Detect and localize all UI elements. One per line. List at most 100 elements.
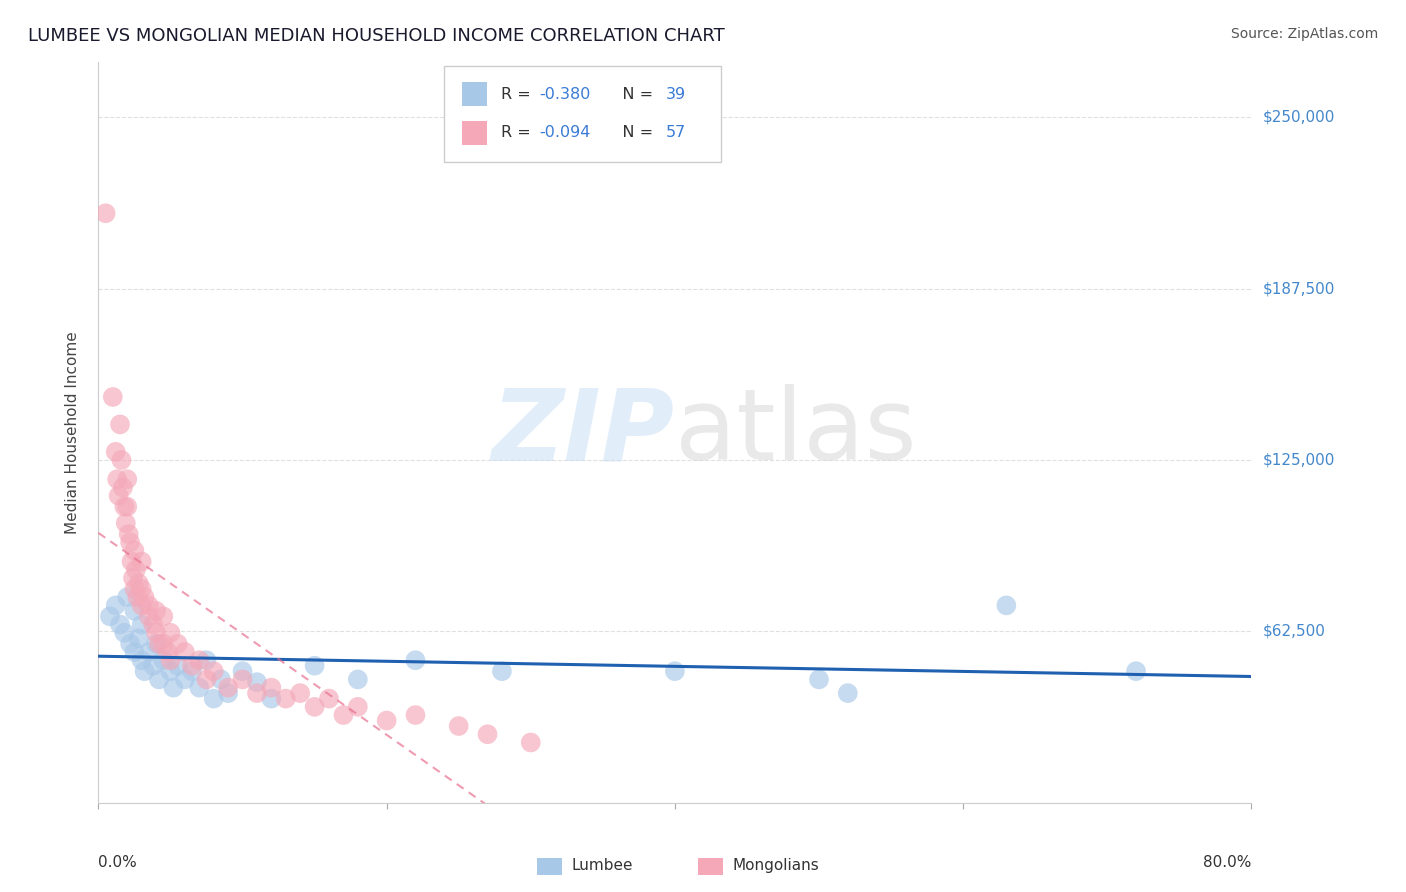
Point — [202, 664, 225, 678]
Point — [142, 617, 165, 632]
Point — [131, 617, 153, 632]
Point — [477, 727, 499, 741]
Point — [111, 480, 134, 494]
Text: N =: N = — [607, 87, 658, 102]
Point — [134, 664, 156, 678]
Point — [138, 609, 160, 624]
Point — [174, 673, 197, 687]
Text: $187,500: $187,500 — [1263, 281, 1334, 296]
Point — [188, 653, 211, 667]
Point — [156, 645, 179, 659]
Point — [346, 673, 368, 687]
Point — [520, 735, 543, 749]
Point — [124, 582, 146, 596]
Text: N =: N = — [607, 125, 658, 140]
Point — [1125, 664, 1147, 678]
Point — [124, 645, 146, 659]
Point — [405, 708, 427, 723]
Point — [808, 673, 831, 687]
Point — [118, 527, 141, 541]
Text: 57: 57 — [665, 125, 686, 140]
Point — [664, 664, 686, 678]
Point — [128, 632, 150, 646]
Text: -0.380: -0.380 — [538, 87, 591, 102]
Point — [217, 686, 239, 700]
Text: Lumbee: Lumbee — [571, 858, 633, 873]
Point — [152, 637, 174, 651]
Point — [202, 691, 225, 706]
Text: Mongolians: Mongolians — [733, 858, 820, 873]
Text: ZIP: ZIP — [492, 384, 675, 481]
Text: $125,000: $125,000 — [1263, 452, 1334, 467]
Point — [117, 590, 139, 604]
Point — [131, 554, 153, 568]
Point — [120, 535, 142, 549]
Text: 0.0%: 0.0% — [98, 855, 138, 870]
Point — [108, 417, 131, 432]
Point — [246, 686, 269, 700]
Text: atlas: atlas — [675, 384, 917, 481]
Point — [217, 681, 239, 695]
Point — [112, 625, 135, 640]
Point — [131, 653, 153, 667]
Text: Source: ZipAtlas.com: Source: ZipAtlas.com — [1230, 27, 1378, 41]
Point — [127, 590, 149, 604]
Point — [138, 599, 160, 613]
Point — [375, 714, 398, 728]
Point — [159, 653, 181, 667]
Point — [131, 599, 153, 613]
Point — [195, 653, 218, 667]
Point — [290, 686, 312, 700]
Point — [209, 673, 232, 687]
Point — [128, 576, 150, 591]
Point — [332, 708, 354, 723]
Point — [195, 673, 218, 687]
Point — [98, 609, 121, 624]
Point — [152, 653, 174, 667]
Text: LUMBEE VS MONGOLIAN MEDIAN HOUSEHOLD INCOME CORRELATION CHART: LUMBEE VS MONGOLIAN MEDIAN HOUSEHOLD INC… — [28, 27, 725, 45]
Point — [231, 673, 254, 687]
Point — [104, 445, 127, 459]
Text: -0.094: -0.094 — [538, 125, 591, 140]
Bar — [461, 82, 486, 106]
Point — [148, 637, 170, 651]
Point — [231, 664, 254, 678]
Point — [104, 599, 127, 613]
Bar — [697, 858, 723, 875]
Point — [274, 691, 297, 706]
Point — [145, 637, 167, 651]
Point — [405, 653, 427, 667]
Text: 39: 39 — [665, 87, 686, 102]
Point — [148, 673, 170, 687]
Point — [101, 390, 124, 404]
Point — [166, 637, 188, 651]
Bar — [461, 121, 486, 145]
Point — [117, 500, 139, 514]
Bar — [444, 66, 721, 162]
Point — [145, 625, 167, 640]
Point — [152, 609, 174, 624]
Point — [120, 637, 142, 651]
Point — [346, 699, 368, 714]
Bar — [537, 858, 562, 875]
Point — [159, 664, 181, 678]
Point — [304, 658, 326, 673]
Point — [260, 691, 283, 706]
Point — [107, 489, 129, 503]
Point — [110, 453, 132, 467]
Point — [124, 604, 146, 618]
Text: R =: R = — [501, 87, 536, 102]
Point — [145, 604, 167, 618]
Text: $62,500: $62,500 — [1263, 624, 1326, 639]
Point — [162, 681, 184, 695]
Point — [122, 571, 145, 585]
Point — [125, 563, 148, 577]
Point — [181, 658, 204, 673]
Point — [246, 675, 269, 690]
Point — [447, 719, 470, 733]
Point — [114, 516, 136, 530]
Text: R =: R = — [501, 125, 536, 140]
Text: 80.0%: 80.0% — [1204, 855, 1251, 870]
Point — [94, 206, 117, 220]
Point — [260, 681, 283, 695]
